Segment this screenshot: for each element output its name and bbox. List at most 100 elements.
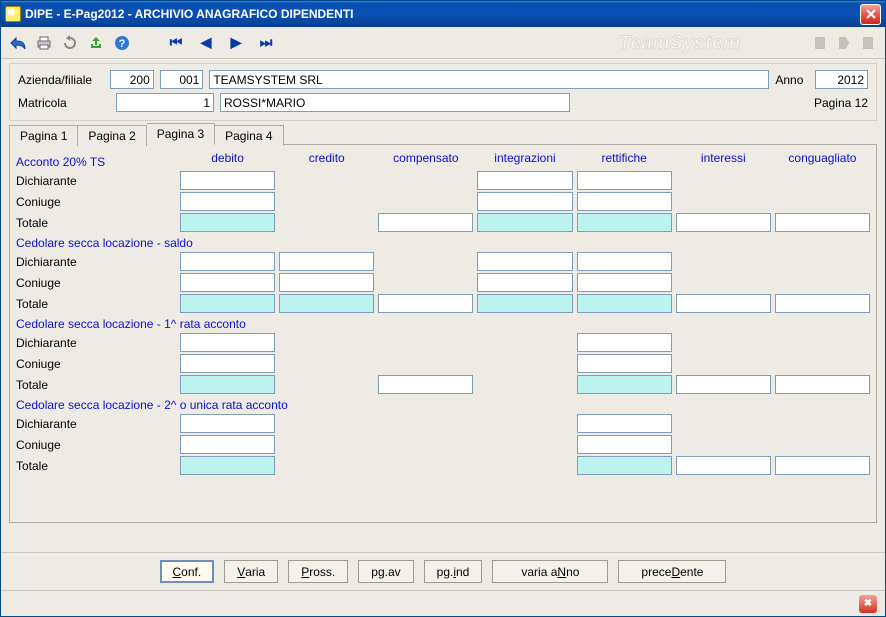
last-record-icon[interactable]: ⏭ bbox=[255, 32, 277, 54]
cell-totale-debito bbox=[180, 213, 275, 232]
section-title: Acconto 20% TS bbox=[16, 155, 176, 169]
cell-dichiarante-interessi bbox=[676, 333, 771, 352]
app-icon bbox=[5, 6, 21, 22]
cell-totale-compensato[interactable] bbox=[378, 375, 473, 394]
cell-totale-interessi[interactable] bbox=[676, 456, 771, 475]
cell-totale-interessi[interactable] bbox=[676, 294, 771, 313]
doc-a-icon[interactable] bbox=[809, 32, 831, 54]
cell-totale-conguagliato[interactable] bbox=[775, 294, 870, 313]
cell-dichiarante-debito[interactable] bbox=[180, 171, 275, 190]
cell-coniuge-debito[interactable] bbox=[180, 354, 275, 373]
cell-dichiarante-debito[interactable] bbox=[180, 252, 275, 271]
status-bar: ✖ bbox=[1, 590, 885, 616]
cell-coniuge-conguagliato bbox=[775, 192, 870, 211]
variaanno-button[interactable]: varia aNno bbox=[492, 560, 608, 583]
svg-text:?: ? bbox=[119, 38, 126, 50]
help-icon[interactable]: ? bbox=[111, 32, 133, 54]
col-conguagliato: conguagliato bbox=[775, 151, 870, 169]
cell-dichiarante-integrazioni[interactable] bbox=[477, 252, 572, 271]
cell-coniuge-integrazioni bbox=[477, 354, 572, 373]
cell-totale-interessi[interactable] bbox=[676, 375, 771, 394]
cell-dichiarante-rettifiche[interactable] bbox=[577, 414, 672, 433]
close-button[interactable] bbox=[860, 4, 881, 25]
cell-dichiarante-debito[interactable] bbox=[180, 414, 275, 433]
col-interessi: interessi bbox=[676, 151, 771, 169]
tabstrip: Pagina 1Pagina 2Pagina 3Pagina 4 bbox=[9, 123, 877, 145]
matricola-field[interactable]: 1 bbox=[116, 93, 214, 112]
export-icon[interactable] bbox=[85, 32, 107, 54]
cell-totale-compensato bbox=[378, 456, 473, 475]
error-icon[interactable]: ✖ bbox=[859, 595, 877, 613]
first-record-icon[interactable]: ⏮ bbox=[165, 32, 187, 54]
pgind-button[interactable]: pg.ind bbox=[424, 560, 483, 583]
cell-coniuge-debito[interactable] bbox=[180, 273, 275, 292]
cell-totale-conguagliato[interactable] bbox=[775, 375, 870, 394]
brand-logo: TeamSystem bbox=[619, 30, 799, 56]
cell-coniuge-integrazioni[interactable] bbox=[477, 192, 572, 211]
prev-record-icon[interactable]: ◀ bbox=[195, 32, 217, 54]
cell-dichiarante-credito bbox=[279, 333, 374, 352]
varia-button[interactable]: Varia bbox=[224, 560, 278, 583]
doc-b-icon[interactable] bbox=[833, 32, 855, 54]
cell-dichiarante-conguagliato bbox=[775, 333, 870, 352]
precedente-button[interactable]: preceDente bbox=[618, 560, 726, 583]
tab-pagina-1[interactable]: Pagina 1 bbox=[9, 125, 78, 146]
row-label-dichiarante: Dichiarante bbox=[16, 171, 176, 190]
cell-coniuge-rettifiche[interactable] bbox=[577, 192, 672, 211]
cell-dichiarante-integrazioni[interactable] bbox=[477, 171, 572, 190]
nome-field[interactable]: ROSSI*MARIO bbox=[220, 93, 570, 112]
filiale-field[interactable]: 001 bbox=[160, 70, 204, 89]
pross-button[interactable]: Pross. bbox=[288, 560, 348, 583]
row-label-totale: Totale bbox=[16, 294, 176, 313]
pagina-label: Pagina 12 bbox=[814, 96, 868, 110]
nav-group: ⏮ ◀ ▶ ⏭ bbox=[165, 32, 277, 54]
cell-totale-conguagliato[interactable] bbox=[775, 456, 870, 475]
svg-text:TeamSystem: TeamSystem bbox=[619, 33, 741, 54]
cell-coniuge-integrazioni[interactable] bbox=[477, 273, 572, 292]
cell-coniuge-compensato bbox=[378, 273, 473, 292]
row-label-totale: Totale bbox=[16, 456, 176, 475]
cell-totale-credito bbox=[279, 375, 374, 394]
azienda-field[interactable]: 200 bbox=[110, 70, 154, 89]
azienda-label: Azienda/filiale bbox=[18, 73, 104, 87]
cell-coniuge-debito[interactable] bbox=[180, 192, 275, 211]
cell-coniuge-interessi bbox=[676, 192, 771, 211]
cell-dichiarante-debito[interactable] bbox=[180, 333, 275, 352]
cell-coniuge-interessi bbox=[676, 354, 771, 373]
back-icon[interactable] bbox=[7, 32, 29, 54]
cell-coniuge-rettifiche[interactable] bbox=[577, 354, 672, 373]
cell-totale-conguagliato[interactable] bbox=[775, 213, 870, 232]
cell-dichiarante-credito[interactable] bbox=[279, 252, 374, 271]
cell-coniuge-credito bbox=[279, 192, 374, 211]
tab-pagina-3[interactable]: Pagina 3 bbox=[147, 123, 215, 145]
cell-dichiarante-rettifiche[interactable] bbox=[577, 333, 672, 352]
cell-dichiarante-compensato bbox=[378, 333, 473, 352]
tab-pagina-2[interactable]: Pagina 2 bbox=[78, 125, 146, 146]
cell-totale-compensato[interactable] bbox=[378, 213, 473, 232]
cell-totale-compensato[interactable] bbox=[378, 294, 473, 313]
cell-totale-interessi[interactable] bbox=[676, 213, 771, 232]
cell-coniuge-rettifiche[interactable] bbox=[577, 435, 672, 454]
window-title: DIPE - E-Pag2012 - ARCHIVIO ANAGRAFICO D… bbox=[25, 7, 354, 21]
cell-coniuge-credito[interactable] bbox=[279, 273, 374, 292]
tab-pagina-4[interactable]: Pagina 4 bbox=[215, 125, 283, 146]
cell-coniuge-rettifiche[interactable] bbox=[577, 273, 672, 292]
conf-button[interactable]: Conf. bbox=[160, 560, 215, 583]
print-icon[interactable] bbox=[33, 32, 55, 54]
pgav-button[interactable]: pg.av bbox=[358, 560, 413, 583]
cell-dichiarante-interessi bbox=[676, 171, 771, 190]
cell-dichiarante-interessi bbox=[676, 414, 771, 433]
ragione-field[interactable]: TEAMSYSTEM SRL bbox=[209, 70, 769, 89]
toolbar: ? ⏮ ◀ ▶ ⏭ TeamSystem bbox=[1, 27, 885, 59]
cell-coniuge-debito[interactable] bbox=[180, 435, 275, 454]
cell-dichiarante-rettifiche[interactable] bbox=[577, 252, 672, 271]
anno-field[interactable]: 2012 bbox=[815, 70, 868, 89]
cell-totale-debito bbox=[180, 294, 275, 313]
reload-icon[interactable] bbox=[59, 32, 81, 54]
next-record-icon[interactable]: ▶ bbox=[225, 32, 247, 54]
doc-c-icon[interactable] bbox=[857, 32, 879, 54]
row-label-dichiarante: Dichiarante bbox=[16, 414, 176, 433]
row-label-coniuge: Coniuge bbox=[16, 192, 176, 211]
cell-dichiarante-compensato bbox=[378, 414, 473, 433]
cell-dichiarante-rettifiche[interactable] bbox=[577, 171, 672, 190]
